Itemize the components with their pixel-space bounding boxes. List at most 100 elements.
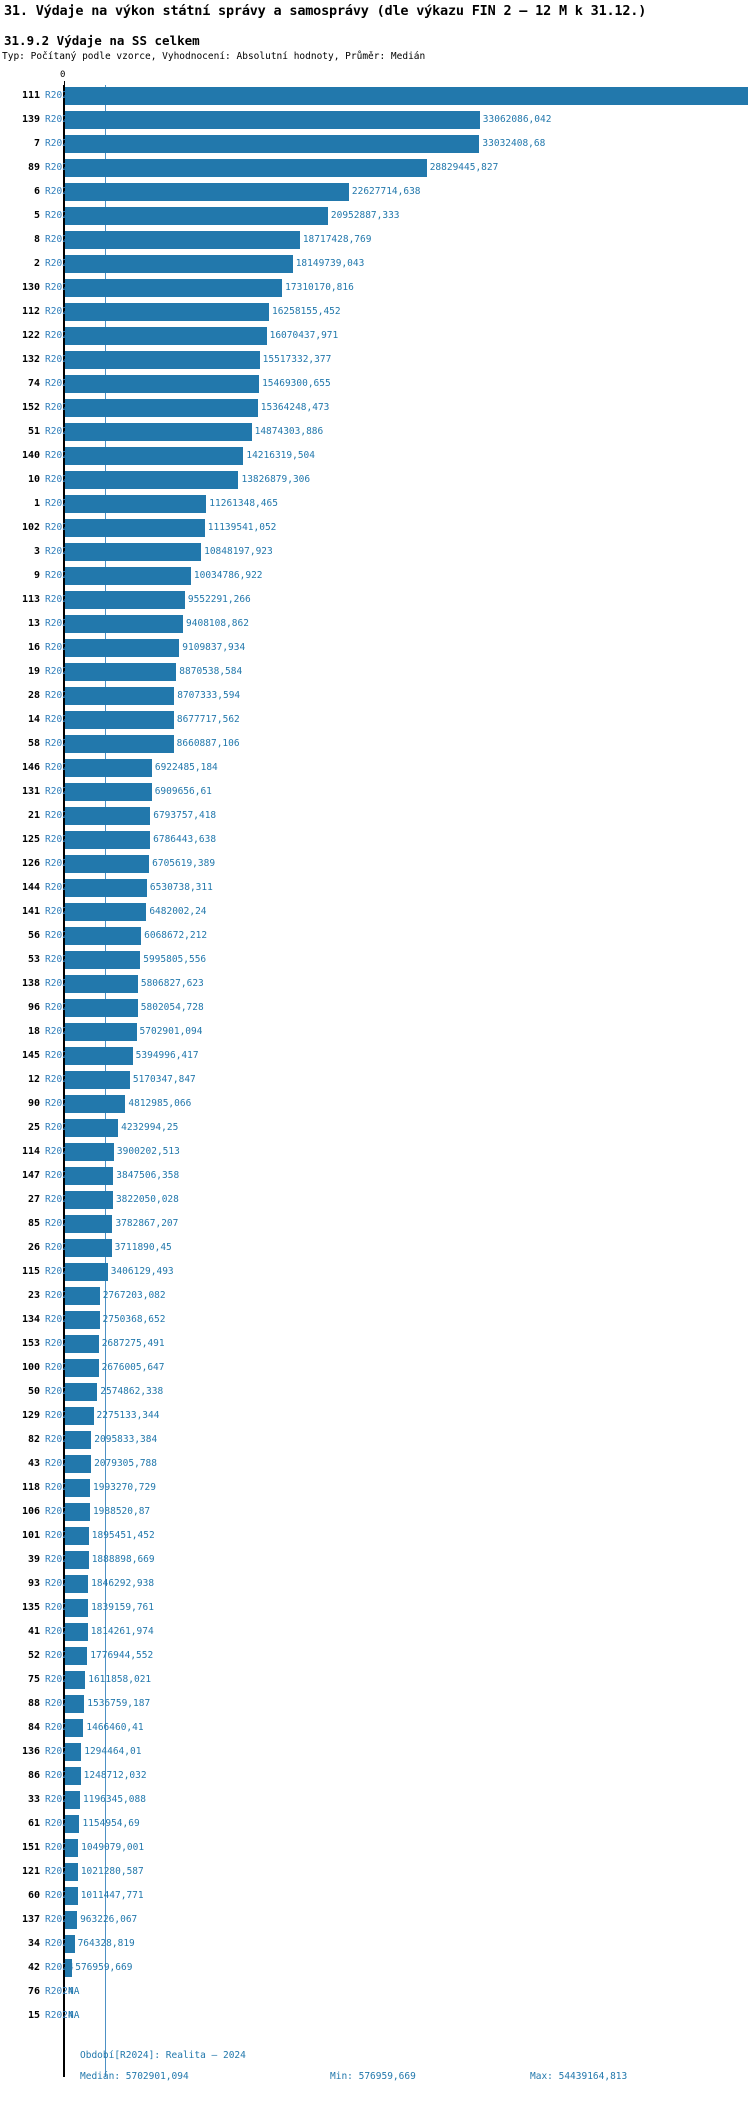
bar-row[interactable]: 1 R2024 11261348,465 (0, 493, 750, 517)
bar[interactable] (65, 567, 191, 585)
bar-row[interactable]: 141 R2024 6482002,24 (0, 901, 750, 925)
bar-row[interactable]: 151 R2024 1049079,001 (0, 1837, 750, 1861)
bar-row[interactable]: 28 R2024 8707333,594 (0, 685, 750, 709)
bar-row[interactable]: 61 R2024 1154954,69 (0, 1813, 750, 1837)
bar[interactable] (65, 159, 427, 177)
bar-row[interactable]: 6 R2024 22627714,638 (0, 181, 750, 205)
bar-row[interactable]: 122 R2024 16070437,971 (0, 325, 750, 349)
bar[interactable] (65, 927, 142, 945)
bar[interactable] (65, 1503, 90, 1521)
bar-row[interactable]: 106 R2024 1988520,87 (0, 1501, 750, 1525)
bar[interactable] (65, 1191, 113, 1209)
bar-row[interactable]: 96 R2024 5802054,728 (0, 997, 750, 1021)
bar[interactable] (65, 231, 300, 249)
bar-row[interactable]: 2 R2024 18149739,043 (0, 253, 750, 277)
bar-row[interactable]: 15 R2024 NA (0, 2005, 750, 2029)
bar-row[interactable]: 18 R2024 5702901,094 (0, 1021, 750, 1045)
bar[interactable] (65, 519, 205, 537)
bar[interactable] (65, 783, 152, 801)
bar[interactable] (65, 1551, 89, 1569)
bar-row[interactable]: 8 R2024 18717428,769 (0, 229, 750, 253)
bar[interactable] (65, 1671, 86, 1689)
bar[interactable] (65, 1407, 94, 1425)
bar[interactable] (65, 615, 184, 633)
bar-row[interactable]: 56 R2024 6068672,212 (0, 925, 750, 949)
bar-row[interactable]: 43 R2024 2079305,788 (0, 1453, 750, 1477)
bar-row[interactable]: 84 R2024 1466460,41 (0, 1717, 750, 1741)
bar-row[interactable]: 139 R2024 33062086,042 (0, 109, 750, 133)
bar[interactable] (65, 1623, 88, 1641)
bar-row[interactable]: 25 R2024 4232994,25 (0, 1117, 750, 1141)
bar[interactable] (65, 399, 258, 417)
bar[interactable] (65, 831, 151, 849)
bar-row[interactable]: 145 R2024 5394996,417 (0, 1045, 750, 1069)
bar[interactable] (65, 423, 252, 441)
bar[interactable] (65, 1119, 119, 1137)
bar[interactable] (65, 1791, 80, 1809)
bar-row[interactable]: 23 R2024 2767203,082 (0, 1285, 750, 1309)
bar-row[interactable]: 85 R2024 3782867,207 (0, 1213, 750, 1237)
bar-row[interactable]: 147 R2024 3847506,358 (0, 1165, 750, 1189)
bar-row[interactable]: 153 R2024 2687275,491 (0, 1333, 750, 1357)
bar-row[interactable]: 135 R2024 1839159,761 (0, 1597, 750, 1621)
bar[interactable] (65, 735, 174, 753)
bar[interactable] (65, 1479, 90, 1497)
bar-row[interactable]: 125 R2024 6786443,638 (0, 829, 750, 853)
bar[interactable] (65, 1527, 89, 1545)
bar[interactable] (65, 903, 147, 921)
bar[interactable] (65, 1959, 73, 1977)
bar-row[interactable]: 58 R2024 8660887,106 (0, 733, 750, 757)
bar-row[interactable]: 82 R2024 2095833,384 (0, 1429, 750, 1453)
bar-row[interactable]: 21 R2024 6793757,418 (0, 805, 750, 829)
bar[interactable] (65, 279, 283, 297)
bar[interactable] (65, 1863, 78, 1881)
bar[interactable] (65, 1071, 130, 1089)
bar[interactable] (65, 1599, 89, 1617)
bar[interactable] (65, 1911, 78, 1929)
bar[interactable] (65, 135, 480, 153)
bar[interactable] (65, 1767, 81, 1785)
bar-row[interactable]: 118 R2024 1993270,729 (0, 1477, 750, 1501)
bar[interactable] (65, 1023, 137, 1041)
bar-row[interactable]: 5 R2024 20952887,333 (0, 205, 750, 229)
bar[interactable] (65, 495, 207, 513)
bar-row[interactable]: 51 R2024 14874303,886 (0, 421, 750, 445)
bar-row[interactable]: 14 R2024 8677717,562 (0, 709, 750, 733)
bar[interactable] (65, 1287, 100, 1305)
bar[interactable] (65, 1311, 100, 1329)
bar-row[interactable]: 53 R2024 5995805,556 (0, 949, 750, 973)
bar[interactable] (65, 1935, 75, 1953)
bar[interactable] (65, 663, 177, 681)
bar[interactable] (65, 1743, 82, 1761)
bar-row[interactable]: 12 R2024 5170347,847 (0, 1069, 750, 1093)
bar-row[interactable]: 140 R2024 14216319,504 (0, 445, 750, 469)
bar[interactable] (65, 639, 180, 657)
bar-row[interactable]: 27 R2024 3822050,028 (0, 1189, 750, 1213)
bar[interactable] (65, 255, 293, 273)
bar[interactable] (65, 1695, 85, 1713)
bar[interactable] (65, 807, 151, 825)
bar[interactable] (65, 1383, 98, 1401)
bar[interactable] (65, 1215, 113, 1233)
bar-row[interactable]: 9 R2024 10034786,922 (0, 565, 750, 589)
bar[interactable] (65, 855, 150, 873)
bar-row[interactable]: 134 R2024 2750368,652 (0, 1309, 750, 1333)
bar[interactable] (65, 1047, 133, 1065)
bar[interactable] (65, 1887, 78, 1905)
bar-row[interactable]: 132 R2024 15517332,377 (0, 349, 750, 373)
bar-row[interactable]: 93 R2024 1846292,938 (0, 1573, 750, 1597)
bar[interactable] (65, 543, 202, 561)
bar[interactable] (65, 999, 138, 1017)
bar[interactable] (65, 111, 480, 129)
bar[interactable] (65, 207, 328, 225)
bar-row[interactable]: 52 R2024 1776944,552 (0, 1645, 750, 1669)
bar-row[interactable]: 146 R2024 6922485,184 (0, 757, 750, 781)
bar-row[interactable]: 101 R2024 1895451,452 (0, 1525, 750, 1549)
bar-row[interactable]: 137 R2024 963226,067 (0, 1909, 750, 1933)
bar-row[interactable]: 130 R2024 17310170,816 (0, 277, 750, 301)
bar-row[interactable]: 10 R2024 13826879,306 (0, 469, 750, 493)
bar-row[interactable]: 113 R2024 9552291,266 (0, 589, 750, 613)
bar-row[interactable]: 3 R2024 10848197,923 (0, 541, 750, 565)
bar-row[interactable]: 33 R2024 1196345,088 (0, 1789, 750, 1813)
bar[interactable] (65, 711, 174, 729)
